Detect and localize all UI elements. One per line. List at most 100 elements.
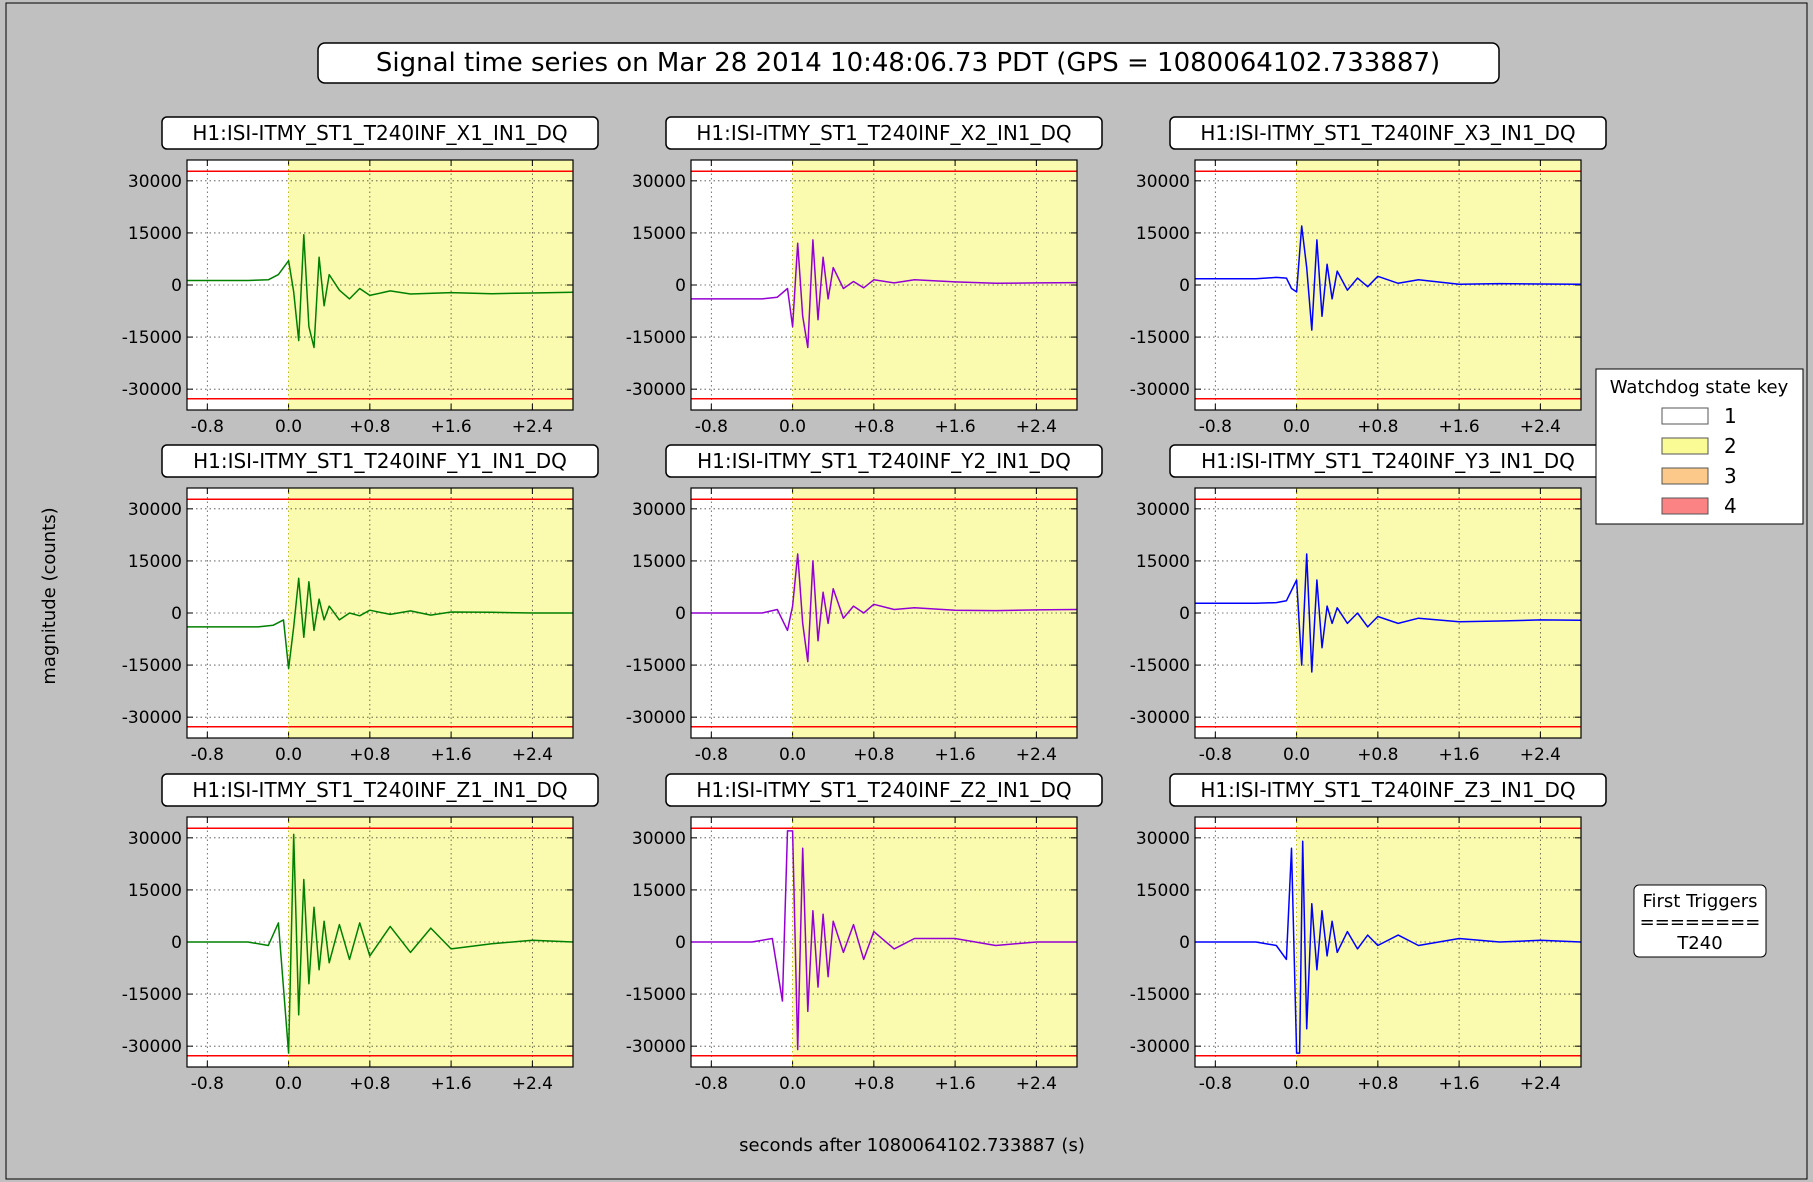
x-tick-label: +0.8 [853,745,894,765]
panel-title-box [1169,116,1607,150]
x-tick-label: +0.8 [349,417,390,437]
legend-swatch [1661,437,1709,455]
x-tick-label: -0.8 [191,1074,224,1094]
series-line [187,233,574,349]
panel-title-box [665,773,1103,807]
watchdog-legend: Watchdog state key 1 2 3 4 [1595,368,1804,525]
series-line [1195,225,1582,331]
first-triggers-box: First Triggers ======== T240 [1633,884,1767,958]
y-tick-label: -15000 [122,985,182,1005]
y-tick-label: 30000 [632,500,686,520]
panel-2: H1:ISI-ITMY_ST1_T240INF_X2_IN1_DQ -0.8 0.0… [626,116,1103,437]
legend-label: 4 [1724,494,1737,518]
panel-title: H1:ISI-ITMY_ST1_T240INF_Z2_IN1_DQ [696,778,1071,802]
y-tick-label: 30000 [1136,500,1190,520]
x-tick-label: +1.6 [1438,417,1479,437]
series-line [1195,840,1582,1054]
series-line [691,553,1078,663]
x-tick-label: +1.6 [430,745,471,765]
y-tick-label: -30000 [1130,1037,1190,1057]
y-tick-label: -15000 [626,328,686,348]
plot-frame [186,816,574,1068]
panel-1: H1:ISI-ITMY_ST1_T240INF_X1_IN1_DQ -0.8 0.0… [122,116,599,437]
x-tick-label: 0.0 [779,745,806,765]
y-tick-label: 30000 [128,829,182,849]
y-tick-label: 15000 [1136,552,1190,572]
y-tick-label: -15000 [1130,328,1190,348]
x-tick-label: +1.6 [1438,745,1479,765]
y-tick-label: 15000 [632,552,686,572]
series-line [691,239,1078,349]
legend-label: 1 [1724,404,1737,428]
y-axis-label: magnitude (counts) [39,507,60,684]
y-tick-label: 15000 [128,224,182,244]
y-tick-label: 30000 [1136,829,1190,849]
panel-5: H1:ISI-ITMY_ST1_T240INF_Y2_IN1_DQ -0.8 0.0… [626,444,1103,765]
y-tick-label: 30000 [632,172,686,192]
y-tick-label: -15000 [626,656,686,676]
plot-frame [690,816,1078,1068]
x-tick-label: +2.4 [512,417,553,437]
y-tick-label: -15000 [122,656,182,676]
x-axis-label: seconds after 1080064102.733887 (s) [739,1135,1085,1156]
y-tick-label: -30000 [122,1037,182,1057]
panel-title-box [665,116,1103,150]
panel-title: H1:ISI-ITMY_ST1_T240INF_X2_IN1_DQ [696,121,1071,145]
x-tick-label: -0.8 [695,745,728,765]
panel-title-box [161,773,599,807]
y-tick-label: 0 [1179,933,1190,953]
panel-title: H1:ISI-ITMY_ST1_T240INF_X1_IN1_DQ [192,121,567,145]
plot-frame [690,159,1078,411]
legend-label: 3 [1724,464,1737,488]
panel-title-box [665,444,1103,478]
y-tick-label: 0 [675,933,686,953]
x-tick-label: +2.4 [1520,1074,1561,1094]
x-tick-label: +2.4 [1016,417,1057,437]
panel-title: H1:ISI-ITMY_ST1_T240INF_Y1_IN1_DQ [193,449,567,473]
x-tick-label: +1.6 [934,745,975,765]
triggers-frame [1633,884,1767,958]
y-tick-label: -30000 [1130,708,1190,728]
y-tick-label: 15000 [1136,224,1190,244]
x-tick-label: +0.8 [1357,417,1398,437]
y-tick-label: 30000 [632,829,686,849]
y-tick-label: -15000 [122,328,182,348]
triggers-separator: ======== [1640,912,1761,933]
panel-3: H1:ISI-ITMY_ST1_T240INF_X3_IN1_DQ -0.8 0.0… [1130,116,1607,437]
y-tick-label: 0 [1179,604,1190,624]
panel-8: H1:ISI-ITMY_ST1_T240INF_Z2_IN1_DQ -0.8 0.0… [626,773,1103,1094]
figure-border [5,2,1808,1180]
legend-title: Watchdog state key [1610,377,1789,398]
x-tick-label: +1.6 [430,417,471,437]
series-line [691,830,1077,1051]
y-tick-label: 15000 [128,881,182,901]
x-tick-label: +1.6 [430,1074,471,1094]
legend-swatch [1661,467,1709,485]
y-tick-label: 15000 [128,552,182,572]
panel-title: H1:ISI-ITMY_ST1_T240INF_Y3_IN1_DQ [1201,449,1575,473]
legend-swatch [1661,497,1709,515]
x-tick-label: +0.8 [349,745,390,765]
plot-frame [1194,487,1582,739]
series-line [187,833,574,1054]
legend-swatch [1661,407,1709,425]
panel-4: H1:ISI-ITMY_ST1_T240INF_Y1_IN1_DQ -0.8 0.0… [122,444,599,765]
x-tick-label: +1.6 [1438,1074,1479,1094]
panel-title-box [161,116,599,150]
panel-title-box [161,444,599,478]
x-tick-label: -0.8 [695,417,728,437]
plot-frame [1194,159,1582,411]
y-tick-label: -30000 [122,708,182,728]
x-tick-label: -0.8 [1199,1074,1232,1094]
x-tick-label: -0.8 [1199,745,1232,765]
x-tick-label: -0.8 [191,745,224,765]
panel-7: H1:ISI-ITMY_ST1_T240INF_Z1_IN1_DQ -0.8 0.0… [122,773,599,1094]
y-tick-label: 30000 [128,172,182,192]
x-tick-label: +2.4 [1520,745,1561,765]
y-tick-label: 0 [171,604,182,624]
y-tick-label: 0 [675,604,686,624]
y-tick-label: 15000 [632,881,686,901]
panel-title: H1:ISI-ITMY_ST1_T240INF_X3_IN1_DQ [1200,121,1575,145]
x-tick-label: +2.4 [512,745,553,765]
